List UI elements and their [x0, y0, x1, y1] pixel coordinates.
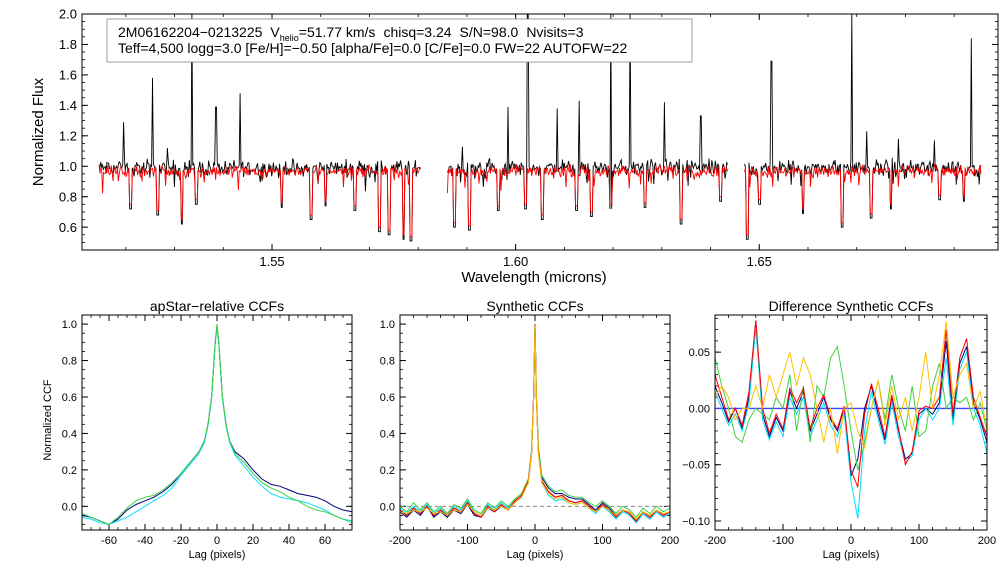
- y-tick-label: 1.4: [59, 98, 77, 113]
- x-tick-label: 200: [978, 535, 996, 547]
- y-tick-label: 0.0: [380, 501, 395, 513]
- y-tick-label: 0.8: [59, 189, 77, 204]
- spectrum-x-axis-label: Wavelength (microns): [461, 269, 606, 286]
- ccf-synthetic-ticks: -200 -100 0 100 200 0.0 0.2 0.4 0.6 0.8 1.0: [380, 314, 679, 547]
- ccf-panel-difference: Difference Synthetic CCFs -200 -100 0 100 20…: [682, 298, 996, 561]
- ccf-synthetic-title: Synthetic CCFs: [486, 298, 583, 314]
- y-tick-label: 0.0: [62, 501, 77, 513]
- spectrum-y-axis-label: Normalized Flux: [30, 77, 47, 186]
- ccf-synthetic-lines: [399, 324, 671, 524]
- ccf-apstar-lines: [81, 324, 353, 526]
- ccf-synthetic-frame: [399, 314, 671, 531]
- ccf-series-line: [714, 320, 988, 488]
- model-spectrum-line: [98, 163, 982, 237]
- y-tick-label: 0.2: [380, 465, 395, 477]
- ccf-difference-lines: [714, 320, 988, 519]
- y-tick-label: 2.0: [59, 7, 77, 22]
- ccf-series-line: [399, 324, 671, 524]
- ccf-series-line: [714, 321, 988, 454]
- y-tick-label: 1.0: [62, 319, 77, 331]
- ccf-panel-apstar: apStar−relative CCFs -60 -40 -20 0 20 40 60 0.0…: [42, 298, 353, 561]
- x-tick-label: 1.65: [747, 254, 772, 269]
- y-tick-label: −0.10: [682, 516, 710, 528]
- ccf-difference-ticks: -200 -100 0 100 200 −0.10 −0.05 0.00 0.05: [682, 315, 996, 547]
- x-tick-label: -100: [456, 535, 478, 547]
- annotation-line-2: Teff=4,500 logg=3.0 [Fe/H]=−0.50 [alpha/…: [118, 40, 627, 56]
- y-tick-label: 0.8: [62, 356, 77, 368]
- y-tick-label: 1.6: [59, 68, 77, 83]
- y-tick-label: 1.2: [59, 128, 77, 143]
- y-tick-label: 0.00: [689, 403, 710, 415]
- ccf-apstar-frame: [81, 314, 353, 531]
- x-tick-label: 100: [910, 535, 928, 547]
- ccf-series-line: [399, 324, 671, 522]
- x-tick-label: 20: [247, 535, 259, 547]
- y-tick-label: 0.8: [380, 356, 395, 368]
- ccf-apstar-y-axis-label: Normalized CCF: [42, 379, 54, 461]
- x-tick-label: 1.60: [503, 254, 528, 269]
- ccf-series-line: [714, 320, 988, 477]
- x-tick-label: -20: [173, 535, 189, 547]
- ccf-difference-x-axis-label: Lag (pixels): [823, 549, 880, 561]
- y-tick-label: 0.6: [62, 392, 77, 404]
- ccf-series-line: [81, 324, 353, 526]
- ccf-series-line: [81, 327, 353, 526]
- x-tick-label: 0: [848, 535, 854, 547]
- x-tick-label: 1.55: [259, 254, 284, 269]
- x-tick-label: -40: [137, 535, 153, 547]
- x-tick-label: 100: [593, 535, 611, 547]
- y-tick-label: 1.8: [59, 37, 77, 52]
- y-tick-label: 1.0: [59, 159, 77, 174]
- x-tick-label: -200: [389, 535, 411, 547]
- x-tick-label: 40: [283, 535, 295, 547]
- y-tick-label: 1.0: [380, 319, 395, 331]
- x-tick-label: 0: [532, 535, 538, 547]
- x-tick-label: 200: [661, 535, 679, 547]
- spectrum-lines: [98, 13, 982, 242]
- y-tick-label: 0.05: [689, 347, 710, 359]
- spectrum-panel: 1.55 1.60 1.65 0.6 0.8 1.0 1.2 1.4 1.6 1.8 2.0 2M0…: [30, 7, 999, 286]
- ccf-apstar-ticks: -60 -40 -20 0 20 40 60 0.0 0.2 0.4 0.6 0.8 1.0: [62, 314, 353, 547]
- annotation-box: [106, 18, 693, 63]
- ccf-difference-frame: [714, 314, 988, 531]
- ccf-apstar-x-axis-label: Lag (pixels): [189, 549, 246, 561]
- ccf-series-line: [81, 325, 353, 526]
- ccf-series-line: [399, 324, 671, 522]
- ccf-series-line: [399, 325, 671, 520]
- x-tick-label: 60: [319, 535, 331, 547]
- annotation-line-1: 2M06162204−0213225 Vhelio=51.77 km/s chisq…: [118, 24, 584, 43]
- x-tick-label: 0: [214, 535, 220, 547]
- y-tick-label: −0.05: [682, 460, 710, 472]
- ccf-panel-synthetic: Synthetic CCFs -200 -100 0 100 200 0.0 0.2 0.4 0…: [380, 298, 679, 561]
- y-tick-label: 0.2: [62, 465, 77, 477]
- y-tick-label: 0.6: [59, 220, 77, 235]
- ccf-difference-title: Difference Synthetic CCFs: [769, 298, 934, 314]
- y-tick-label: 0.4: [380, 428, 395, 440]
- y-tick-label: 0.6: [380, 392, 395, 404]
- ccf-series-line: [714, 327, 988, 519]
- ccf-apstar-title: apStar−relative CCFs: [150, 298, 284, 314]
- ccf-synthetic-x-axis-label: Lag (pixels): [507, 549, 564, 561]
- ccf-series-line: [399, 324, 671, 518]
- x-tick-label: -200: [704, 535, 726, 547]
- x-tick-label: -100: [772, 535, 794, 547]
- x-tick-label: -60: [101, 535, 117, 547]
- ccf-series-line: [399, 325, 671, 524]
- spectrum-ticks: 1.55 1.60 1.65 0.6 0.8 1.0 1.2 1.4 1.6 1.8 2.0: [59, 7, 998, 269]
- spectrum-plot-frame: [81, 13, 999, 251]
- y-tick-label: 0.4: [62, 428, 77, 440]
